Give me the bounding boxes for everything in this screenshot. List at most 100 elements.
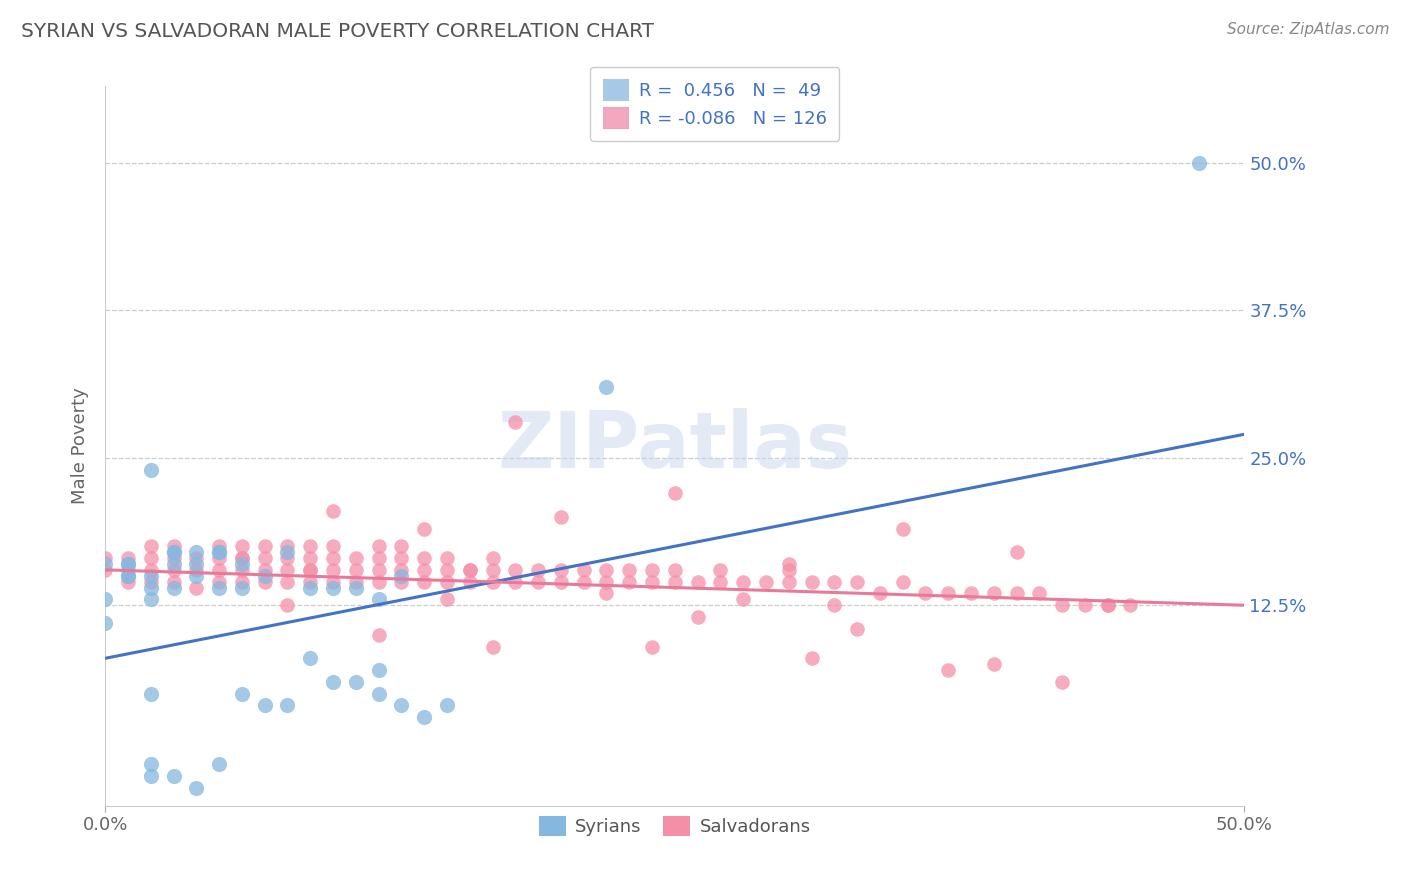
- Point: [253, 574, 276, 589]
- Point: [117, 574, 139, 589]
- Point: [413, 710, 436, 724]
- Point: [755, 574, 778, 589]
- Point: [162, 581, 184, 595]
- Point: [276, 599, 298, 613]
- Point: [709, 563, 731, 577]
- Point: [299, 563, 322, 577]
- Legend: Syrians, Salvadorans: Syrians, Salvadorans: [531, 809, 818, 844]
- Point: [389, 568, 412, 582]
- Point: [481, 574, 503, 589]
- Point: [823, 599, 845, 613]
- Point: [505, 574, 527, 589]
- Point: [139, 563, 162, 577]
- Point: [778, 574, 800, 589]
- Point: [299, 651, 322, 665]
- Point: [619, 563, 641, 577]
- Point: [94, 563, 117, 577]
- Point: [162, 563, 184, 577]
- Point: [436, 551, 458, 566]
- Point: [94, 592, 117, 607]
- Point: [276, 539, 298, 553]
- Point: [186, 545, 208, 559]
- Point: [619, 574, 641, 589]
- Point: [481, 551, 503, 566]
- Point: [139, 462, 162, 476]
- Point: [1005, 545, 1028, 559]
- Point: [253, 563, 276, 577]
- Point: [344, 581, 367, 595]
- Point: [139, 592, 162, 607]
- Point: [231, 574, 253, 589]
- Point: [276, 551, 298, 566]
- Point: [208, 551, 231, 566]
- Point: [686, 574, 709, 589]
- Point: [231, 557, 253, 571]
- Point: [117, 551, 139, 566]
- Point: [117, 568, 139, 582]
- Point: [186, 551, 208, 566]
- Point: [595, 574, 617, 589]
- Point: [389, 698, 412, 713]
- Point: [481, 640, 503, 654]
- Point: [276, 563, 298, 577]
- Point: [322, 539, 344, 553]
- Point: [800, 574, 823, 589]
- Point: [322, 581, 344, 595]
- Point: [94, 615, 117, 630]
- Point: [389, 539, 412, 553]
- Point: [208, 581, 231, 595]
- Point: [733, 574, 755, 589]
- Point: [299, 551, 322, 566]
- Point: [162, 539, 184, 553]
- Point: [458, 563, 481, 577]
- Text: Source: ZipAtlas.com: Source: ZipAtlas.com: [1226, 22, 1389, 37]
- Point: [550, 563, 572, 577]
- Point: [322, 551, 344, 566]
- Point: [94, 557, 117, 571]
- Point: [1005, 586, 1028, 600]
- Point: [344, 574, 367, 589]
- Point: [208, 563, 231, 577]
- Point: [208, 545, 231, 559]
- Y-axis label: Male Poverty: Male Poverty: [72, 388, 89, 504]
- Point: [1028, 586, 1050, 600]
- Point: [823, 574, 845, 589]
- Point: [367, 687, 389, 701]
- Point: [299, 581, 322, 595]
- Point: [389, 551, 412, 566]
- Point: [299, 574, 322, 589]
- Point: [139, 551, 162, 566]
- Point: [117, 568, 139, 582]
- Point: [595, 380, 617, 394]
- Point: [162, 551, 184, 566]
- Point: [550, 509, 572, 524]
- Point: [1119, 599, 1142, 613]
- Point: [299, 563, 322, 577]
- Point: [322, 674, 344, 689]
- Point: [527, 563, 550, 577]
- Point: [367, 663, 389, 677]
- Point: [162, 545, 184, 559]
- Point: [413, 551, 436, 566]
- Point: [367, 563, 389, 577]
- Point: [641, 563, 664, 577]
- Point: [253, 539, 276, 553]
- Point: [1050, 599, 1073, 613]
- Point: [1097, 599, 1119, 613]
- Point: [208, 757, 231, 772]
- Point: [367, 628, 389, 642]
- Point: [208, 539, 231, 553]
- Point: [550, 574, 572, 589]
- Point: [186, 581, 208, 595]
- Point: [367, 539, 389, 553]
- Point: [344, 563, 367, 577]
- Point: [891, 522, 914, 536]
- Point: [733, 592, 755, 607]
- Point: [458, 563, 481, 577]
- Point: [983, 586, 1005, 600]
- Point: [595, 563, 617, 577]
- Point: [322, 504, 344, 518]
- Point: [186, 563, 208, 577]
- Point: [344, 551, 367, 566]
- Point: [936, 586, 959, 600]
